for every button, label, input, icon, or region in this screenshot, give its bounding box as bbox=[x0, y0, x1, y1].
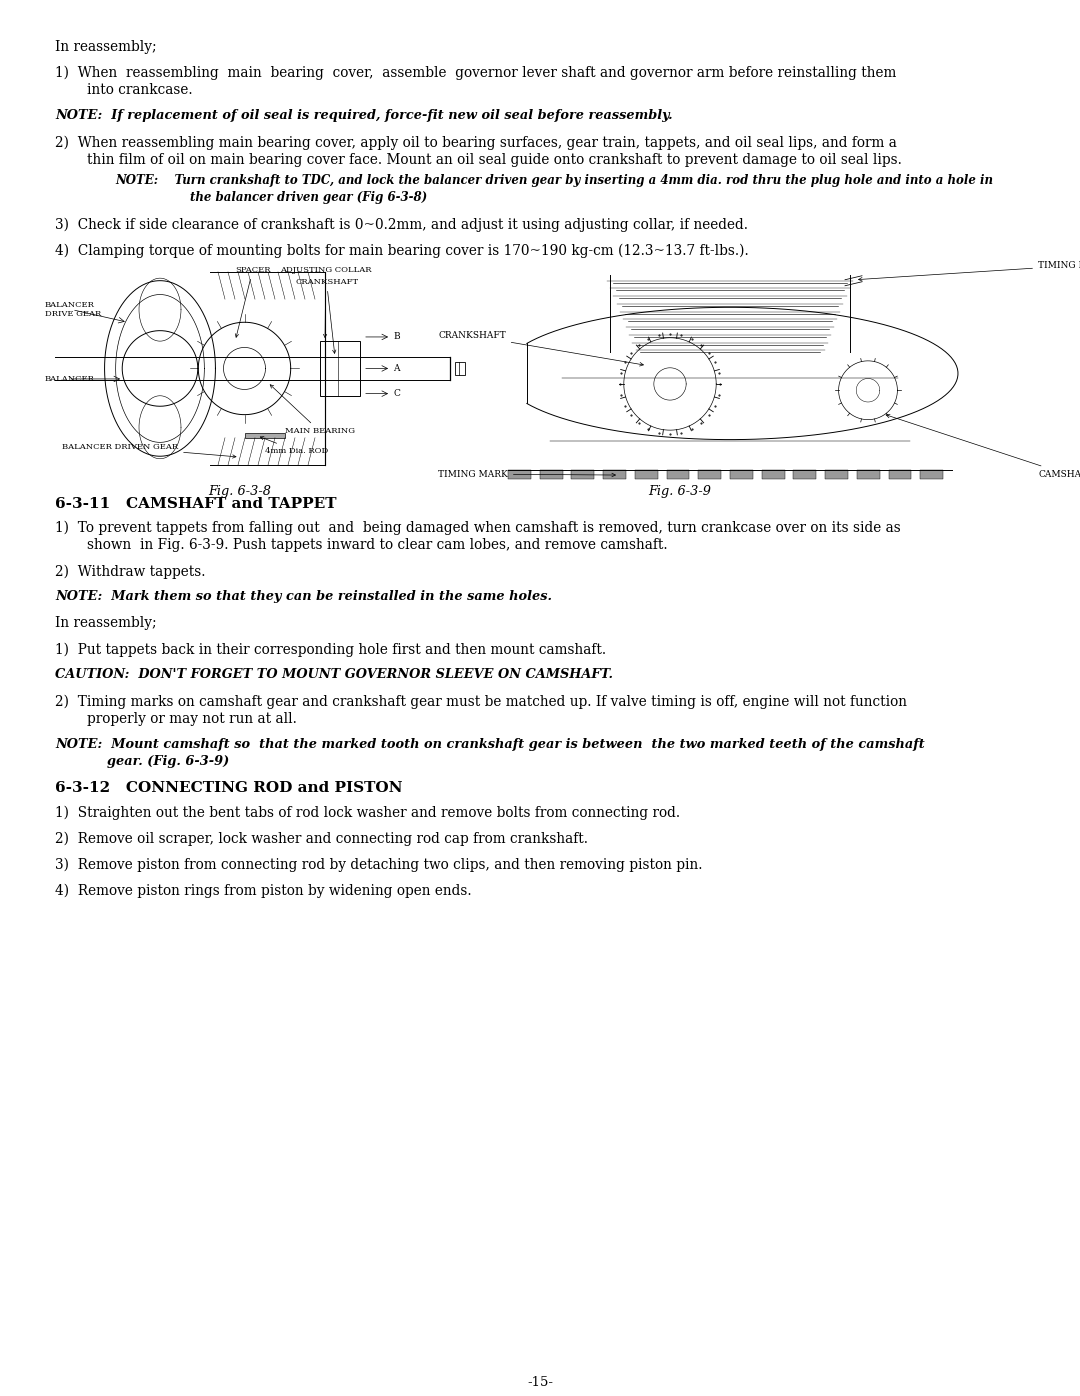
Bar bbox=[730, 470, 753, 479]
Text: B: B bbox=[393, 332, 400, 342]
Bar bbox=[540, 470, 563, 479]
Bar bbox=[603, 470, 626, 479]
Text: In reassembly;: In reassembly; bbox=[55, 617, 157, 631]
Text: 2)  Withdraw tappets.: 2) Withdraw tappets. bbox=[55, 564, 205, 579]
Text: CAUTION:  DON'T FORGET TO MOUNT GOVERNOR SLEEVE ON CAMSHAFT.: CAUTION: DON'T FORGET TO MOUNT GOVERNOR … bbox=[55, 669, 613, 681]
Text: 6-3-12   CONNECTING ROD and PISTON: 6-3-12 CONNECTING ROD and PISTON bbox=[55, 782, 403, 796]
Text: 4)  Clamping torque of mounting bolts for main bearing cover is 170~190 kg-cm (1: 4) Clamping torque of mounting bolts for… bbox=[55, 243, 748, 258]
Text: MAIN BEARING: MAIN BEARING bbox=[270, 385, 355, 436]
Text: BALANCER DRIVEN GEAR: BALANCER DRIVEN GEAR bbox=[62, 443, 235, 458]
Text: SPACER: SPACER bbox=[235, 265, 270, 338]
Text: Fig. 6-3-9: Fig. 6-3-9 bbox=[648, 486, 712, 498]
Text: CRANKSHAFT: CRANKSHAFT bbox=[295, 278, 359, 353]
Text: 2)  When reassembling main bearing cover, apply oil to bearing surfaces, gear tr: 2) When reassembling main bearing cover,… bbox=[55, 135, 896, 149]
Bar bbox=[666, 470, 689, 479]
Text: 1)  Straighten out the bent tabs of rod lock washer and remove bolts from connec: 1) Straighten out the bent tabs of rod l… bbox=[55, 805, 680, 821]
Text: into crankcase.: into crankcase. bbox=[87, 84, 192, 98]
Text: the balancer driven gear (Fig 6-3-8): the balancer driven gear (Fig 6-3-8) bbox=[190, 191, 427, 204]
Text: TIMING MARK: TIMING MARK bbox=[438, 469, 616, 479]
Text: NOTE:  Mount camshaft so  that the marked tooth on crankshaft gear is between  t: NOTE: Mount camshaft so that the marked … bbox=[55, 738, 924, 751]
Bar bbox=[571, 470, 594, 479]
Text: BALANCER
DRIVE GEAR: BALANCER DRIVE GEAR bbox=[45, 302, 102, 318]
Text: NOTE:    Turn crankshaft to TDC, and lock the balancer driven gear by inserting : NOTE: Turn crankshaft to TDC, and lock t… bbox=[114, 174, 993, 187]
Text: NOTE:  If replacement of oil seal is required, force-fit new oil seal before rea: NOTE: If replacement of oil seal is requ… bbox=[55, 109, 673, 123]
Bar bbox=[635, 470, 658, 479]
Text: CAMSHAFT: CAMSHAFT bbox=[886, 415, 1080, 479]
Text: CRANKSHAFT: CRANKSHAFT bbox=[438, 331, 644, 366]
Text: 6-3-11   CAMSHAFT and TAPPET: 6-3-11 CAMSHAFT and TAPPET bbox=[55, 497, 337, 511]
Text: TIMING MARKS: TIMING MARKS bbox=[859, 261, 1080, 281]
Text: In reassembly;: In reassembly; bbox=[55, 40, 157, 54]
Text: 2)  Remove oil scraper, lock washer and connecting rod cap from crankshaft.: 2) Remove oil scraper, lock washer and c… bbox=[55, 832, 588, 846]
Text: 3)  Check if side clearance of crankshaft is 0~0.2mm, and adjust it using adjust: 3) Check if side clearance of crankshaft… bbox=[55, 218, 748, 232]
Text: shown  in Fig. 6-3-9. Push tappets inward to clear cam lobes, and remove camshaf: shown in Fig. 6-3-9. Push tappets inward… bbox=[87, 539, 667, 553]
Bar bbox=[889, 470, 912, 479]
Bar bbox=[825, 470, 848, 479]
Text: gear. (Fig. 6-3-9): gear. (Fig. 6-3-9) bbox=[107, 755, 229, 768]
Text: 1)  To prevent tappets from falling out  and  being damaged when camshaft is rem: 1) To prevent tappets from falling out a… bbox=[55, 521, 901, 535]
Bar bbox=[856, 470, 880, 479]
Text: 4)  Remove piston rings from piston by widening open ends.: 4) Remove piston rings from piston by wi… bbox=[55, 884, 472, 898]
Text: BALANCER: BALANCER bbox=[45, 376, 95, 383]
Bar bbox=[761, 470, 784, 479]
Text: 1)  When  reassembling  main  bearing  cover,  assemble  governor lever shaft an: 1) When reassembling main bearing cover,… bbox=[55, 66, 896, 81]
Bar bbox=[455, 362, 465, 376]
Text: A: A bbox=[393, 364, 400, 373]
Bar bbox=[320, 341, 360, 395]
Bar bbox=[920, 470, 943, 479]
Text: -15-: -15- bbox=[527, 1376, 553, 1389]
Text: 1)  Put tappets back in their corresponding hole first and then mount camshaft.: 1) Put tappets back in their correspondi… bbox=[55, 642, 606, 658]
Text: NOTE:  Mark them so that they can be reinstalled in the same holes.: NOTE: Mark them so that they can be rein… bbox=[55, 591, 552, 603]
Bar bbox=[794, 470, 816, 479]
Text: 3)  Remove piston from connecting rod by detaching two clips, and then removing : 3) Remove piston from connecting rod by … bbox=[55, 859, 702, 872]
Text: Fig. 6-3-8: Fig. 6-3-8 bbox=[208, 486, 271, 498]
Bar bbox=[508, 470, 531, 479]
Bar bbox=[699, 470, 721, 479]
Text: ADJUSTING COLLAR: ADJUSTING COLLAR bbox=[280, 265, 372, 338]
Bar bbox=[245, 433, 285, 438]
Text: thin film of oil on main bearing cover face. Mount an oil seal guide onto cranks: thin film of oil on main bearing cover f… bbox=[87, 154, 902, 168]
Text: 2)  Timing marks on camshaft gear and crankshaft gear must be matched up. If val: 2) Timing marks on camshaft gear and cra… bbox=[55, 694, 907, 709]
Text: 4mm Dia. ROD: 4mm Dia. ROD bbox=[260, 437, 328, 455]
Text: C: C bbox=[393, 389, 400, 398]
Text: properly or may not run at all.: properly or may not run at all. bbox=[87, 712, 297, 726]
